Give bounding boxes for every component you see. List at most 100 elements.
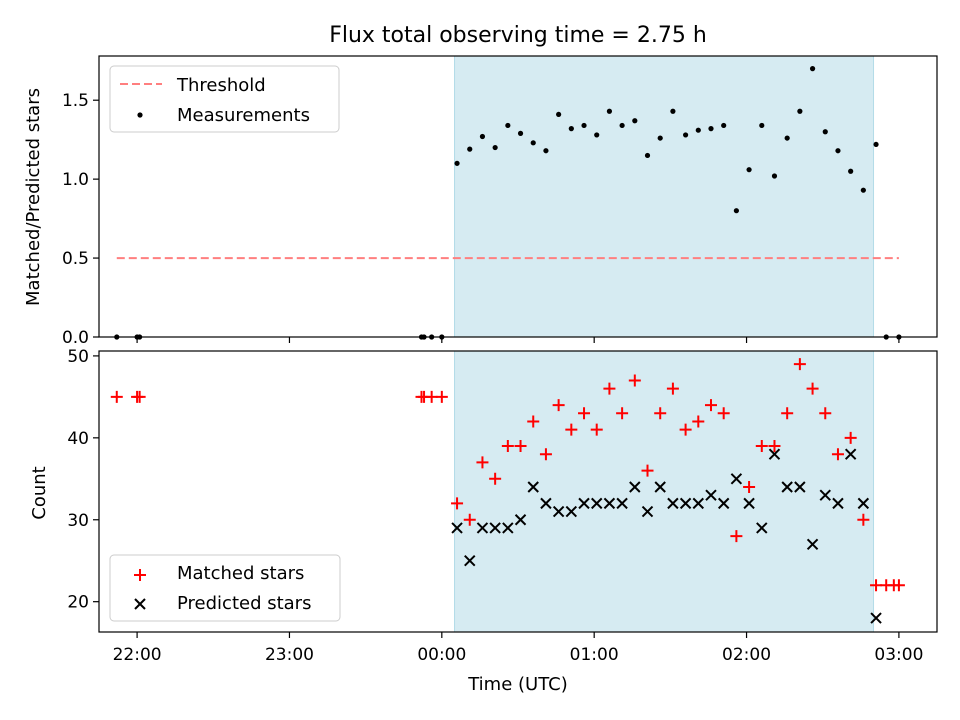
bot-ytick-label: 20 (67, 593, 89, 613)
matched-stars-point (451, 497, 464, 510)
predicted-stars-point (451, 522, 463, 534)
measurements-point (556, 111, 562, 118)
bottom-y-axis: 20 30 40 50 (67, 347, 99, 613)
predicted-stars-point (743, 497, 755, 510)
measurements-point (657, 135, 663, 141)
measurements-point (619, 122, 625, 129)
predicted-stars-point (514, 514, 527, 526)
bot-xtick-label: 02:00 (722, 645, 771, 665)
predicted-stars-point (616, 497, 628, 510)
matched-stars-point (616, 407, 629, 420)
measurements-point (873, 141, 879, 148)
bot-xtick-label: 22:00 (113, 645, 162, 665)
predicted-stars-point (540, 497, 552, 510)
legend-predicted-swatch (134, 598, 146, 610)
top-ytick-label: 1.0 (62, 170, 89, 190)
measurements-point (771, 173, 778, 179)
measurements-point (479, 133, 486, 140)
measurements-point (695, 127, 701, 133)
predicted-stars-point (806, 538, 819, 551)
predicted-stars-point (591, 497, 603, 510)
measurements-point (467, 146, 473, 152)
matched-stars-point (870, 579, 883, 592)
bot-xtick-label: 01:00 (570, 645, 619, 665)
matched-stars-point (539, 448, 552, 461)
predicted-stars-point (705, 489, 717, 501)
matched-stars-point (819, 407, 832, 420)
predicted-stars-point (832, 497, 844, 510)
matched-stars-point (781, 407, 794, 420)
predicted-stars-point (870, 612, 882, 624)
predicted-stars-point (756, 522, 768, 534)
matched-stars-point (844, 431, 857, 444)
matched-stars-point (590, 423, 603, 436)
predicted-stars-point (717, 497, 730, 510)
matched-stars-point (527, 415, 540, 428)
matched-stars-point (501, 440, 514, 453)
predicted-stars-point (464, 555, 476, 567)
legend-matched-swatch (134, 569, 146, 581)
top-ytick-label: 0.5 (62, 249, 89, 269)
measurements-point (835, 148, 841, 154)
predicted-stars-point (476, 522, 489, 534)
matched-stars-point (514, 440, 527, 453)
measurements-point (784, 135, 790, 141)
top-y-axis-label: Matched/Predicted stars (23, 88, 44, 306)
legend-measurements-swatch (137, 112, 143, 118)
predicted-stars-point (844, 448, 857, 460)
top-axes-frame (98, 55, 938, 338)
measurements-point (670, 108, 676, 114)
matched-stars-point (892, 579, 905, 592)
matched-stars-point (755, 440, 768, 453)
legend-threshold-label: Threshold (176, 75, 266, 96)
predicted-stars-point (857, 497, 870, 510)
measurements-point (530, 140, 536, 146)
matched-stars-point (425, 390, 438, 403)
matched-stars-point (603, 382, 616, 395)
legend-predicted-label: Predicted stars (177, 593, 311, 614)
top-y-axis: 0.0 0.5 1.0 1.5 (62, 91, 99, 348)
matched-stars-point (704, 399, 717, 412)
measurements-point (454, 160, 460, 166)
matched-stars-point (857, 513, 870, 526)
x-axis-label: Time (UTC) (467, 674, 568, 695)
bot-ytick-label: 50 (67, 347, 89, 367)
matched-stars-point (717, 407, 730, 420)
measurements-point (809, 66, 816, 72)
top-legend: Threshold Measurements (109, 65, 340, 133)
matched-stars-point (806, 382, 819, 395)
matched-stars-point (435, 390, 448, 403)
matched-stars-point (110, 390, 123, 403)
predicted-stars-point (603, 497, 616, 510)
bot-xtick-label: 00:00 (417, 645, 466, 665)
matched-stars-point (489, 472, 502, 485)
measurements-point (644, 152, 651, 159)
bottom-y-axis-label: Count (29, 466, 50, 519)
measurements-point (594, 132, 600, 138)
chart-title: Flux total observing time = 2.75 h (329, 23, 707, 48)
measurements-point (568, 126, 574, 132)
measurements-point (733, 208, 739, 214)
bottom-axes-frame (98, 350, 938, 633)
measurements-point (606, 108, 613, 114)
measurements-point (797, 108, 803, 114)
measurements-point (517, 130, 524, 136)
predicted-stars-point (578, 497, 590, 510)
top-ytick-label: 0.0 (62, 328, 89, 348)
predicted-stars-point (527, 481, 539, 493)
measurements-point (759, 122, 765, 129)
top-shaded-interval (454, 55, 875, 338)
measurements-point (505, 122, 511, 129)
legend-matched-label: Matched stars (177, 563, 304, 584)
predicted-stars-point (819, 489, 831, 501)
bottom-legend-box (109, 554, 341, 622)
measurements-point (492, 144, 498, 151)
measurements-point (543, 148, 549, 154)
bot-ytick-label: 40 (67, 429, 89, 449)
matched-stars-point (552, 399, 565, 412)
legend-measurements-label: Measurements (177, 105, 310, 126)
predicted-stars-point (565, 505, 578, 518)
matched-stars-point (565, 423, 578, 436)
